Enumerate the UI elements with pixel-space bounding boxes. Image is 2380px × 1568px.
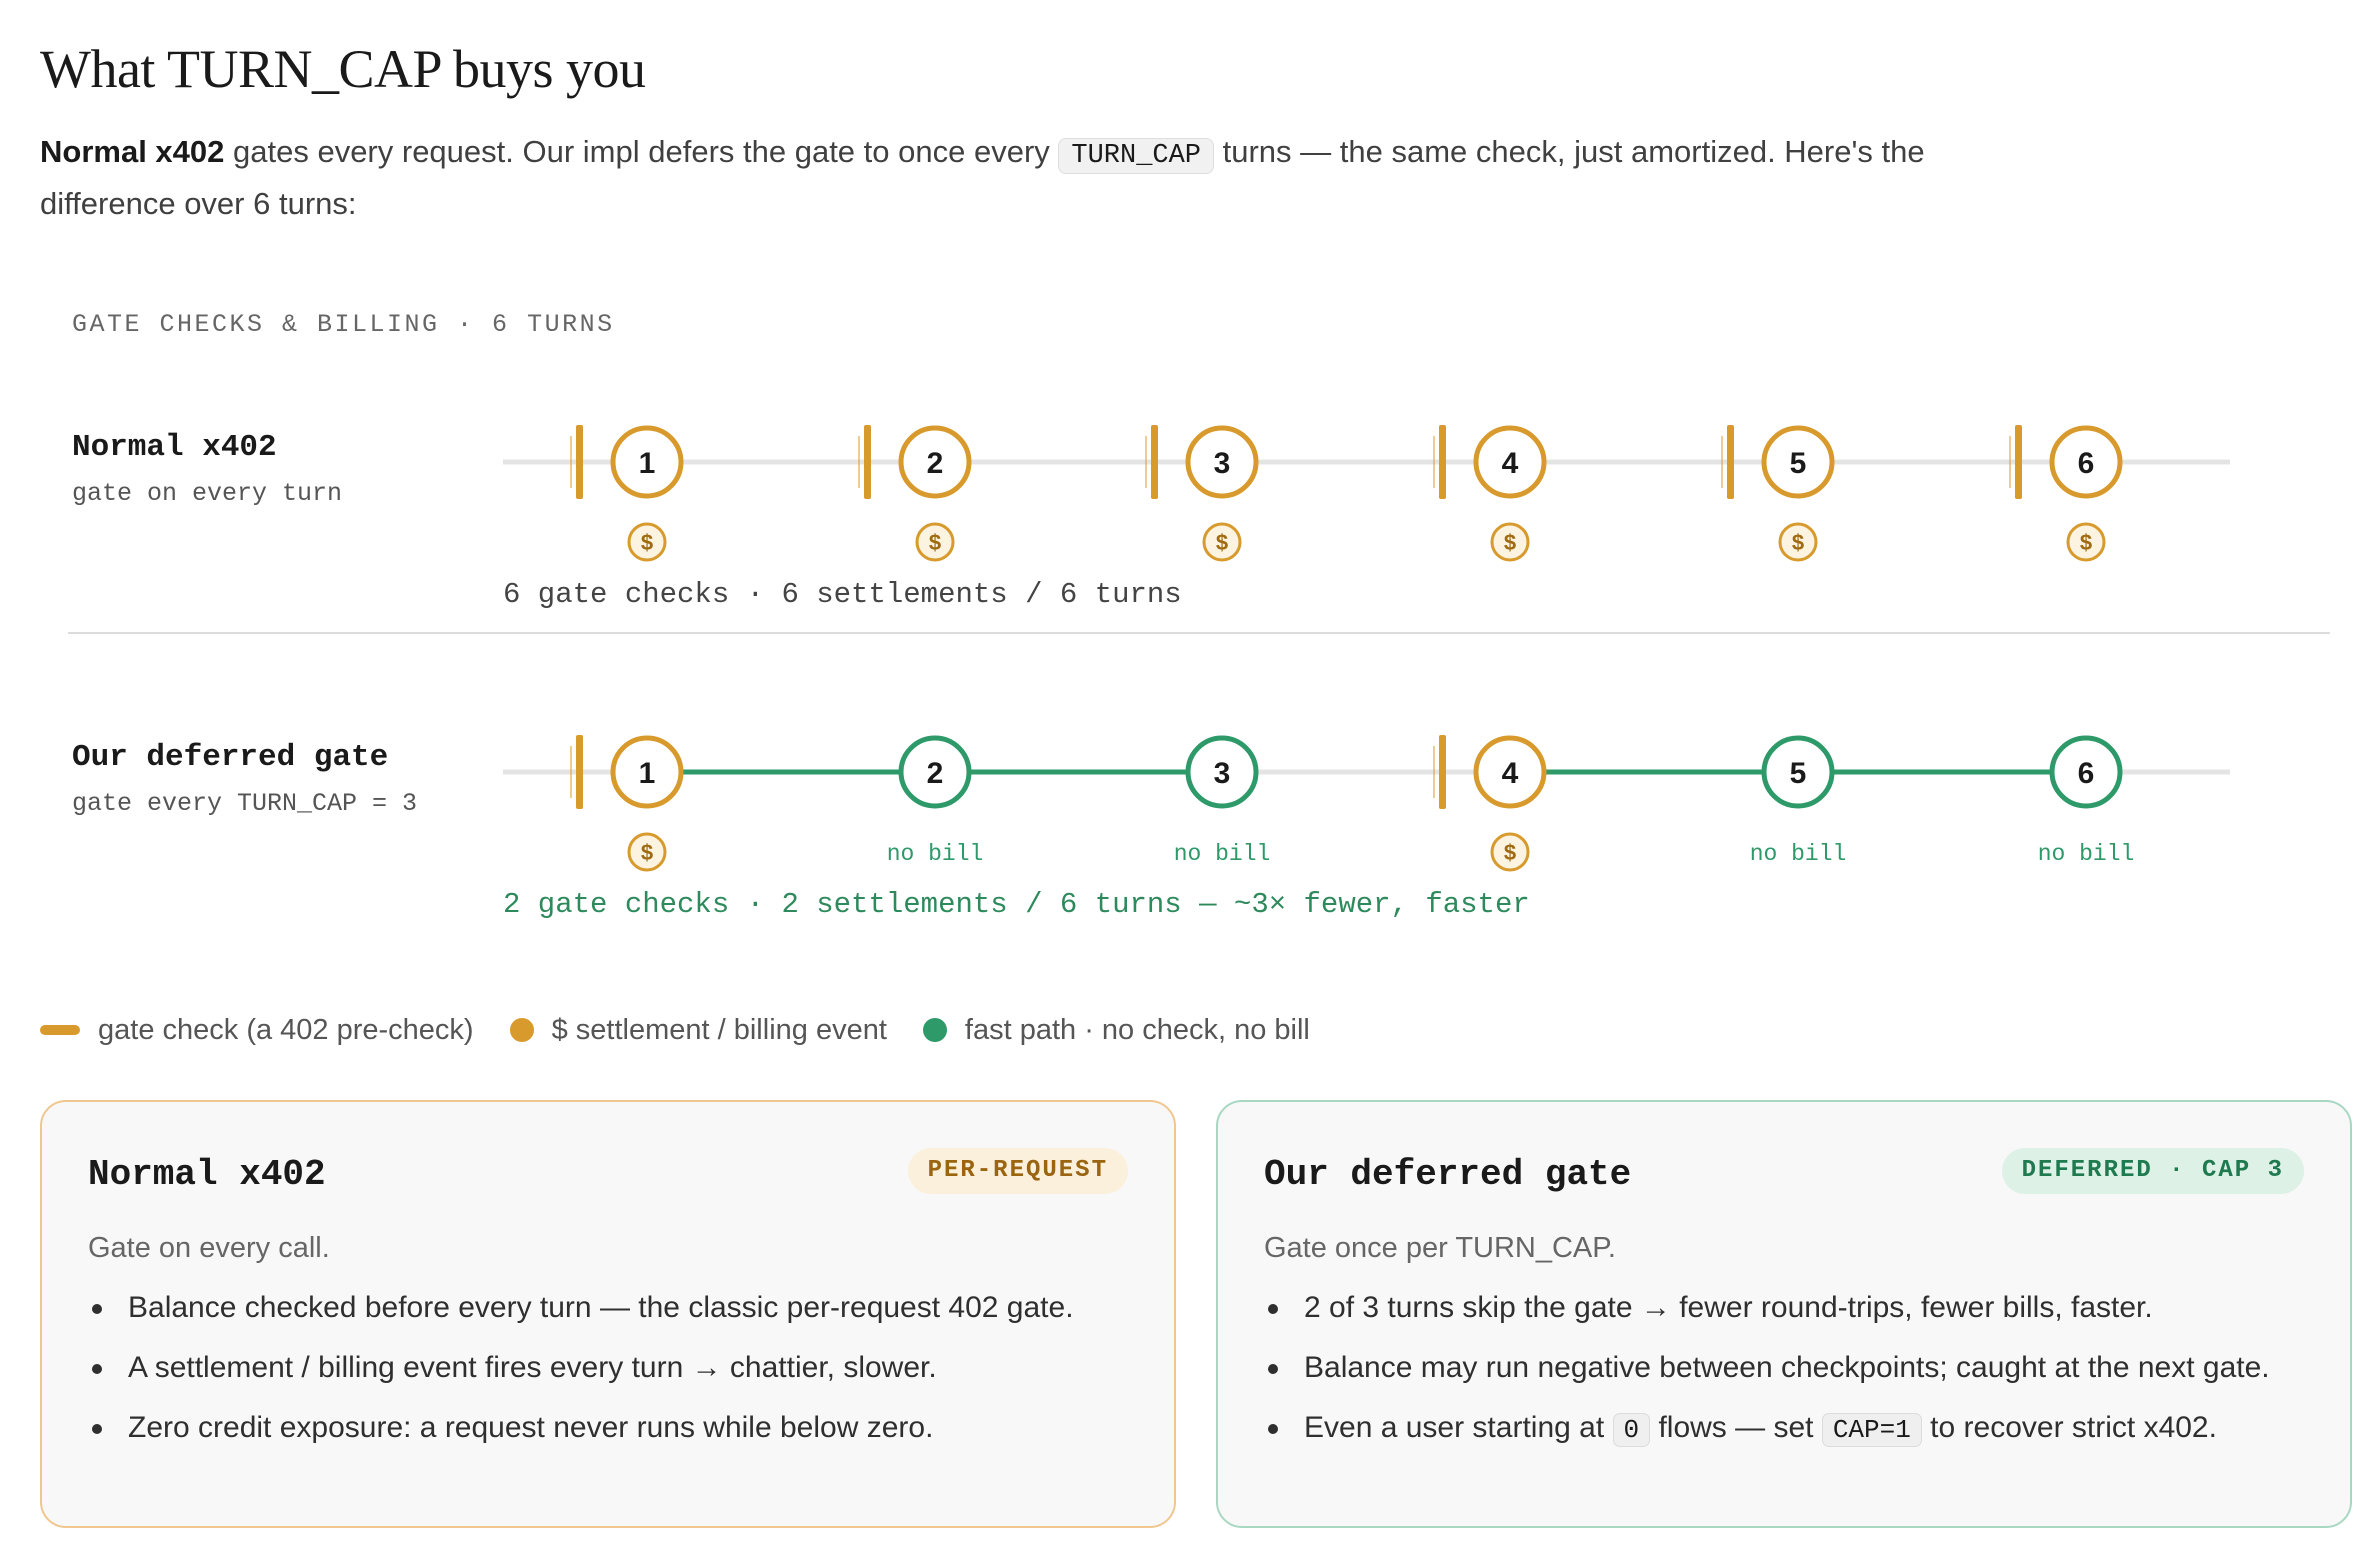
coin-glyph: $ — [1216, 530, 1228, 555]
list-item: Balance checked before every turn — the … — [88, 1288, 1074, 1328]
turn-node — [2049, 735, 2123, 809]
no-bill-label: no bill — [1750, 841, 1847, 867]
list-item: A settlement / billing event fires every… — [88, 1348, 1074, 1388]
card-normal-subtitle: Gate on every call. — [88, 1232, 330, 1264]
row-subtitle-normal: gate on every turn — [72, 479, 342, 508]
gate-check-mark — [1439, 425, 1446, 499]
turn-number: 6 — [2078, 447, 2095, 480]
turn-number: 3 — [1214, 447, 1231, 480]
turn-node — [1185, 735, 1259, 809]
gate-check-mark — [1439, 735, 1446, 809]
gate-check-mark — [1151, 425, 1158, 499]
card-normal-badge: PER-REQUEST — [907, 1148, 1128, 1194]
no-bill-label: no bill — [2038, 841, 2135, 867]
coin-glyph: $ — [929, 530, 941, 555]
legend-settlement-label: $ settlement / billing event — [551, 1013, 887, 1046]
settlement-swatch — [509, 1018, 534, 1042]
coin-icon — [627, 522, 667, 562]
gate-check-mark — [1727, 425, 1734, 499]
turn-node — [898, 425, 972, 499]
coin-icon — [1490, 832, 1530, 872]
turn-node — [610, 425, 684, 499]
coin-icon — [627, 832, 667, 872]
turn-number: 1 — [639, 447, 656, 480]
bullet3-code-zero: 0 — [1612, 1413, 1651, 1447]
legend-gate-check: gate check (a 402 pre-check) — [40, 1014, 474, 1047]
turn-node — [610, 735, 684, 809]
intro-bold: Normal x402 — [40, 134, 225, 169]
gate-check-mark — [864, 425, 871, 499]
card-deferred-badge: DEFERRED · CAP 3 — [2001, 1148, 2304, 1194]
card-deferred-subtitle: Gate once per TURN_CAP. — [1264, 1232, 1616, 1264]
turn-node — [898, 735, 972, 809]
no-bill-label: no bill — [887, 841, 984, 867]
card-deferred-title: Our deferred gate — [1264, 1154, 1632, 1195]
gate-check-mark — [576, 735, 583, 809]
coin-glyph: $ — [641, 530, 653, 555]
turn-number: 3 — [1214, 757, 1231, 790]
card-normal-title: Normal x402 — [88, 1154, 326, 1195]
card-normal: Normal x402 PER-REQUEST Gate on every ca… — [40, 1100, 1176, 1528]
turn-node — [1473, 735, 1547, 809]
intro-paragraph: Normal x402 gates every request. Our imp… — [40, 128, 1960, 228]
coin-icon — [1490, 522, 1530, 562]
turn-number: 2 — [927, 447, 944, 480]
coin-glyph: $ — [1792, 530, 1804, 555]
gate-check-swatch — [40, 1025, 80, 1035]
list-item: Even a user starting at 0 flows — set CA… — [1264, 1408, 2270, 1450]
legend-gate-check-label: gate check (a 402 pre-check) — [98, 1013, 474, 1046]
row-subtitle-deferred: gate every TURN_CAP = 3 — [72, 789, 417, 818]
coin-glyph: $ — [2080, 530, 2092, 555]
bullet3-text-b: flows — set — [1650, 1411, 1822, 1444]
row-summary-normal: 6 gate checks · 6 settlements / 6 turns — [503, 578, 1182, 611]
card-deferred: Our deferred gate DEFERRED · CAP 3 Gate … — [1216, 1100, 2352, 1528]
turn-node — [1761, 735, 1835, 809]
turn-number: 2 — [927, 757, 944, 790]
list-item: 2 of 3 turns skip the gate → fewer round… — [1264, 1288, 2270, 1328]
intro-code: TURN_CAP — [1058, 138, 1215, 174]
turn-number: 1 — [639, 757, 656, 790]
legend-fast-path-label: fast path · no check, no bill — [964, 1013, 1310, 1046]
fast-path-swatch — [922, 1018, 947, 1042]
turn-number: 6 — [2078, 757, 2095, 790]
diagram-caption: GATE CHECKS & BILLING · 6 TURNS — [72, 310, 615, 339]
coin-icon — [1778, 522, 1818, 562]
turn-node — [2049, 425, 2123, 499]
page-title: What TURN_CAP buys you — [40, 39, 646, 99]
legend-fast-path: fast path · no check, no bill — [922, 1013, 1310, 1047]
list-item: Balance may run negative between checkpo… — [1264, 1348, 2270, 1388]
bullet3-code-cap: CAP=1 — [1821, 1413, 1922, 1447]
row-summary-deferred: 2 gate checks · 2 settlements / 6 turns … — [503, 888, 1530, 921]
row-title-deferred: Our deferred gate — [72, 740, 388, 775]
turn-node — [1761, 425, 1835, 499]
gate-check-mark — [576, 425, 583, 499]
legend: gate check (a 402 pre-check) $ settlemen… — [40, 1010, 1346, 1050]
bullet3-text-a: Even a user starting at — [1304, 1411, 1613, 1444]
turn-node — [1185, 425, 1259, 499]
coin-icon — [2066, 522, 2106, 562]
turn-number: 5 — [1790, 447, 1807, 480]
coin-glyph: $ — [641, 840, 653, 865]
legend-settlement: $ settlement / billing event — [509, 1013, 887, 1047]
card-normal-bullets: Balance checked before every turn — the … — [88, 1288, 1074, 1468]
card-deferred-bullets: 2 of 3 turns skip the gate → fewer round… — [1264, 1288, 2270, 1470]
turn-number: 5 — [1790, 757, 1807, 790]
gate-diagram: GATE CHECKS & BILLING · 6 TURNS Normal x4… — [68, 310, 2330, 921]
no-bill-label: no bill — [1174, 841, 1271, 867]
coin-icon — [915, 522, 955, 562]
coin-icon — [1202, 522, 1242, 562]
turn-number: 4 — [1502, 447, 1519, 480]
list-item: Zero credit exposure: a request never ru… — [88, 1408, 1074, 1448]
coin-glyph: $ — [1504, 530, 1516, 555]
turn-number: 4 — [1502, 757, 1519, 790]
gate-check-mark — [2015, 425, 2022, 499]
intro-text-b: turns — the same check, just amortized. … — [40, 134, 1925, 221]
intro-text-a: gates every request. Our impl defers the… — [224, 134, 1059, 169]
bullet3-text-c: to recover strict x402. — [1921, 1411, 2217, 1444]
coin-glyph: $ — [1504, 840, 1516, 865]
turn-node — [1473, 425, 1547, 499]
row-title-normal: Normal x402 — [72, 430, 277, 465]
